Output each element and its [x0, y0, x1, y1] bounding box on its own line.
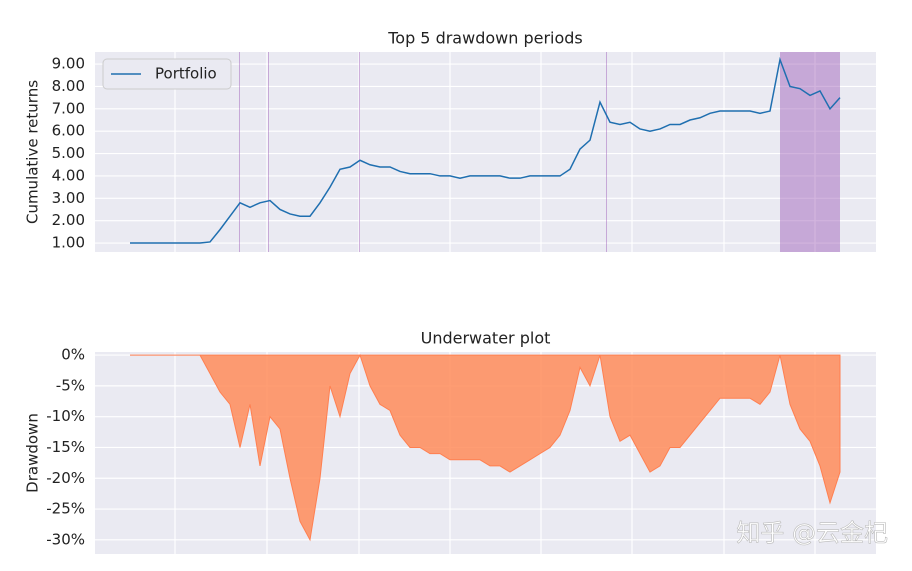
- area: [130, 353, 841, 542]
- y-tick-label: -5%: [56, 376, 85, 394]
- drawdown-period: [606, 52, 607, 252]
- legend: Portfolio: [102, 58, 232, 90]
- y-tick-label: 5.00: [52, 144, 85, 162]
- y-tick-label: 0%: [61, 346, 85, 364]
- y-tick-label: -10%: [46, 407, 85, 425]
- legend-label: Portfolio: [155, 65, 217, 83]
- chart-title: Top 5 drawdown periods: [387, 29, 583, 48]
- y-tick-label: 6.00: [52, 122, 85, 140]
- y-tick-label: 4.00: [52, 166, 85, 184]
- y-tick-label: -15%: [46, 438, 85, 456]
- line: [130, 56, 841, 244]
- y-tick-label: 7.00: [52, 99, 85, 117]
- y-tick-label: -30%: [46, 530, 85, 548]
- y-tick-label: 3.00: [52, 189, 85, 207]
- y-axis-label: Cumulative returns: [24, 80, 42, 224]
- y-tick-label: 1.00: [52, 234, 85, 252]
- drawdown-period: [268, 52, 269, 252]
- chart-title: Underwater plot: [421, 329, 551, 348]
- legend-box: [102, 58, 232, 90]
- y-tick-label: 8.00: [52, 77, 85, 95]
- y-tick-label: 9.00: [52, 55, 85, 73]
- y-axis-label: Drawdown: [24, 413, 42, 493]
- drawdown-period: [359, 52, 360, 252]
- drawdown-period: [239, 52, 240, 252]
- y-tick-label: -25%: [46, 500, 85, 518]
- y-tick-label: -20%: [46, 469, 85, 487]
- y-tick-label: 2.00: [52, 211, 85, 229]
- watermark: 知乎 @云金杞: [736, 519, 888, 547]
